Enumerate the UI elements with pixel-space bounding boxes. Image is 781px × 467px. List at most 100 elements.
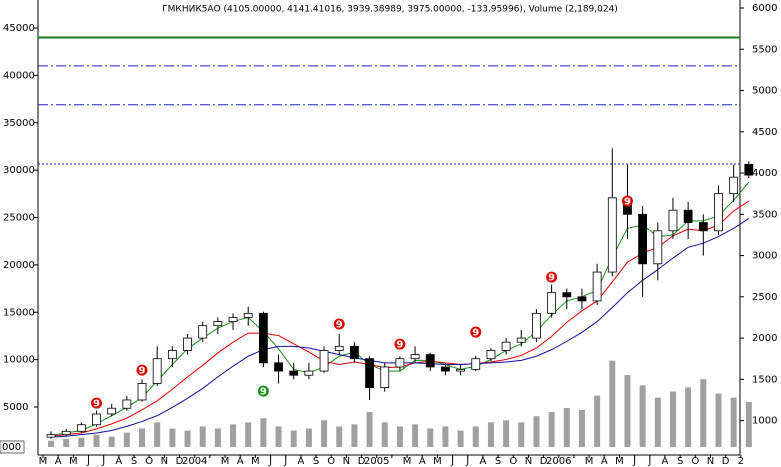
candle-body: [653, 230, 663, 265]
x-tick-label: A: [237, 456, 244, 467]
candle-body: [76, 424, 86, 432]
candle-body: [698, 222, 708, 232]
x-tick-label: A: [55, 456, 62, 467]
volume-bar: [214, 428, 221, 447]
y2-tick-label: 6000: [752, 3, 777, 14]
x-tick-label: D: [358, 456, 366, 467]
candle-body: [395, 358, 405, 368]
x-tick-label: M: [39, 456, 48, 467]
y2-tick-label: 2500: [752, 292, 777, 303]
volume-bar: [563, 407, 570, 447]
x-tick-label: J: [268, 456, 272, 467]
x-tick-label: N: [161, 456, 168, 467]
candle-body: [334, 345, 344, 351]
volume-bar: [93, 434, 100, 447]
y-tick-label: 35000: [3, 118, 35, 129]
volume-bar: [169, 428, 176, 447]
signal-label: 9: [624, 197, 631, 208]
y-tick-label: 20000: [3, 260, 35, 271]
x-tick-label: D: [540, 456, 548, 467]
x-tick-label: J: [465, 456, 469, 467]
x-tick-label: M: [615, 456, 624, 467]
volume-bar: [396, 426, 403, 447]
candle-body: [607, 197, 617, 273]
volume-bar: [639, 385, 646, 447]
x-tick-label: A: [419, 456, 426, 467]
volume-bar: [230, 424, 237, 447]
x-tick-label: S: [313, 456, 319, 467]
candle-body: [152, 358, 162, 384]
volume-bar: [654, 397, 661, 447]
candle-body: [107, 407, 117, 415]
x-tick-label: D: [722, 456, 730, 467]
signal-label: 9: [472, 328, 479, 339]
candle-body: [456, 369, 465, 372]
candle-body: [92, 413, 101, 426]
x-tick-label: J: [283, 456, 287, 467]
volume-bar: [48, 440, 54, 447]
y2-tick-label: 2000: [752, 333, 777, 344]
volume-bar: [63, 438, 70, 447]
signal-label: 9: [548, 273, 555, 284]
candle-body: [304, 370, 314, 376]
volume-bar: [381, 422, 388, 447]
y-tick-label: 30000: [3, 165, 35, 176]
candle-body: [714, 193, 723, 232]
x-tick-label: D: [176, 456, 184, 467]
volume-bar: [730, 397, 737, 447]
volume-bar: [669, 391, 676, 447]
volume-bar: [108, 436, 115, 447]
candle-body: [349, 345, 359, 360]
corner-label: 000: [2, 442, 21, 453]
x-tick-label: M: [433, 456, 442, 467]
x-tick-label: 2006: [546, 456, 571, 467]
candle-body: [137, 383, 147, 401]
x-tick-label: A: [662, 456, 669, 467]
volume-bar: [123, 432, 130, 447]
signal-label: 9: [336, 320, 343, 331]
volume-bar: [442, 426, 449, 447]
y2-tick-label: 5500: [752, 44, 777, 55]
volume-bar: [260, 418, 267, 447]
volume-bar: [78, 437, 85, 447]
candle-body: [744, 163, 754, 176]
volume-bar: [412, 424, 419, 447]
y2-tick-label: 1000: [752, 416, 777, 427]
x-tick-label: M: [585, 456, 594, 467]
chart-title: ГМКНИК5АО (4105.00000, 4141.41016, 3939.…: [162, 5, 618, 15]
volume-bar: [184, 430, 191, 447]
y-tick-label: 25000: [3, 213, 35, 224]
candle-body: [486, 350, 496, 360]
candle-body: [668, 209, 678, 232]
volume-bar: [578, 410, 585, 447]
candle-body: [319, 350, 329, 372]
x-tick-label: S: [677, 456, 683, 467]
signal-label: 9: [139, 366, 146, 377]
candle-body: [365, 358, 374, 388]
candle-body: [61, 430, 71, 436]
signal-label: 9: [396, 340, 403, 351]
y2-tick-label: 4000: [752, 168, 777, 179]
x-tick-label: J: [450, 456, 454, 467]
signal-marker: [621, 195, 633, 207]
x-tick-label: O: [691, 456, 699, 467]
volume-bar: [245, 422, 252, 447]
signal-marker: [333, 318, 345, 330]
y2-tick-label: 3500: [752, 209, 777, 220]
y-tick-label: 15000: [3, 307, 35, 318]
x-tick-label: O: [327, 456, 335, 467]
volume-bar: [427, 428, 434, 447]
candle-body: [274, 362, 283, 372]
signal-marker: [136, 364, 148, 376]
volume-bar: [336, 426, 343, 447]
candle-body: [122, 399, 132, 409]
x-tick-label: A: [480, 456, 487, 467]
volume-bar: [457, 430, 464, 447]
volume-bar: [199, 426, 206, 447]
volume-bar: [594, 395, 601, 447]
x-tick-label: O: [145, 456, 153, 467]
candle-body: [592, 271, 602, 302]
candle-body: [410, 354, 420, 360]
y-tick-label: 10000: [3, 355, 35, 366]
x-tick-label: S: [495, 456, 501, 467]
